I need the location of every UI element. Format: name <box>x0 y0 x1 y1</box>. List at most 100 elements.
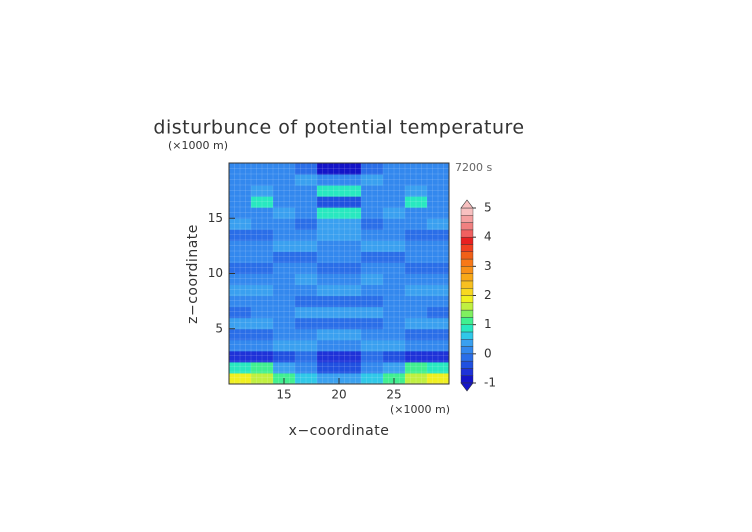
contour-cell <box>383 196 406 208</box>
colorbar-swatch <box>460 244 474 252</box>
contour-cell <box>229 372 252 385</box>
contour-cell <box>405 196 428 208</box>
contour-cell <box>251 229 274 241</box>
colorbar-swatch <box>460 229 474 238</box>
contour-cell <box>361 218 384 230</box>
contour-cell <box>229 317 252 330</box>
contour-cell <box>251 174 274 186</box>
contour-cell <box>229 295 252 308</box>
colorbar-swatch <box>460 309 474 318</box>
contour-cell <box>295 295 318 308</box>
contour-cell <box>251 306 274 319</box>
contour-cell <box>383 251 406 263</box>
contour-cell <box>229 218 252 230</box>
contour-cell <box>361 317 384 330</box>
contour-cell <box>229 174 252 186</box>
contour-cell <box>339 185 362 197</box>
contour-cell <box>295 218 318 230</box>
contour-cell <box>361 350 384 363</box>
contour-cell <box>361 251 384 263</box>
contour-cell <box>427 372 450 385</box>
contour-cell <box>251 218 274 230</box>
contour-cell <box>317 196 340 208</box>
y-tick-label: 15 <box>208 211 223 225</box>
contour-cell <box>295 273 318 286</box>
contour-cell <box>229 240 252 252</box>
colorbar-tick-label: 4 <box>484 230 492 244</box>
contour-cell <box>383 273 406 286</box>
contour-cell <box>317 350 340 363</box>
contour-cell <box>295 207 318 219</box>
contour-cell <box>383 339 406 352</box>
colorbar-swatch <box>460 302 474 311</box>
contour-cell <box>317 306 340 319</box>
contour-cell <box>405 295 428 308</box>
contour-cell <box>273 251 296 263</box>
contour-cell <box>295 229 318 241</box>
contour-cell <box>339 350 362 363</box>
contour-cell <box>405 306 428 319</box>
contour-cell <box>427 163 450 175</box>
contour-cell <box>405 372 428 385</box>
x-tick-label: 25 <box>386 388 401 402</box>
contour-cell <box>273 306 296 319</box>
contour-cell <box>295 306 318 319</box>
contour-cell <box>229 185 252 197</box>
contour-cell <box>295 317 318 330</box>
contour-cell <box>317 240 340 252</box>
colorbar-swatch <box>460 258 474 267</box>
contour-cell <box>317 174 340 186</box>
colorbar-swatch <box>460 251 474 260</box>
contour-cell <box>427 273 450 286</box>
contour-cell <box>405 262 428 274</box>
contour-cell <box>383 185 406 197</box>
contour-cell <box>405 273 428 286</box>
contour-cell <box>317 284 340 297</box>
contour-cell <box>273 328 296 341</box>
contour-cell <box>339 262 362 274</box>
colorbar-swatch <box>460 324 474 333</box>
contour-cell <box>427 295 450 308</box>
contour-cell <box>427 174 450 186</box>
contour-cell <box>405 207 428 219</box>
contour-cell <box>273 218 296 230</box>
contour-cell <box>361 295 384 308</box>
contour-cell <box>273 295 296 308</box>
contour-cell <box>427 218 450 230</box>
colorbar-swatch <box>460 288 474 296</box>
contour-cell <box>427 339 450 352</box>
contour-cell <box>229 229 252 241</box>
contour-cell <box>295 350 318 363</box>
contour-cell <box>427 240 450 252</box>
contour-cell <box>339 361 362 374</box>
contour-cell <box>251 185 274 197</box>
contour-cell <box>295 284 318 297</box>
x-tick-label: 20 <box>331 388 346 402</box>
contour-cell <box>251 350 274 363</box>
contour-cell <box>405 328 428 341</box>
y-tick-label: 10 <box>208 266 223 280</box>
colorbar-extend-bottom <box>460 382 474 392</box>
chart-title: disturbunce of potential temperature <box>153 117 524 139</box>
contour-cell <box>361 372 384 385</box>
contour-cell <box>295 174 318 186</box>
colorbar-swatch <box>460 353 474 362</box>
contour-cell <box>229 361 252 374</box>
contour-cell <box>339 251 362 263</box>
contour-cell <box>295 240 318 252</box>
contour-cell <box>383 218 406 230</box>
contour-cell <box>295 196 318 208</box>
contour-cell <box>273 185 296 197</box>
contour-cell <box>383 240 406 252</box>
contour-cell <box>317 262 340 274</box>
contour-cell <box>339 229 362 241</box>
colorbar-tick-label: -1 <box>484 376 496 390</box>
contour-cell <box>229 207 252 219</box>
contour-cell <box>251 240 274 252</box>
contour-cell <box>427 229 450 241</box>
contour-cell <box>383 284 406 297</box>
contour-cell <box>383 361 406 374</box>
contour-cell <box>427 317 450 330</box>
contour-cell <box>251 273 274 286</box>
